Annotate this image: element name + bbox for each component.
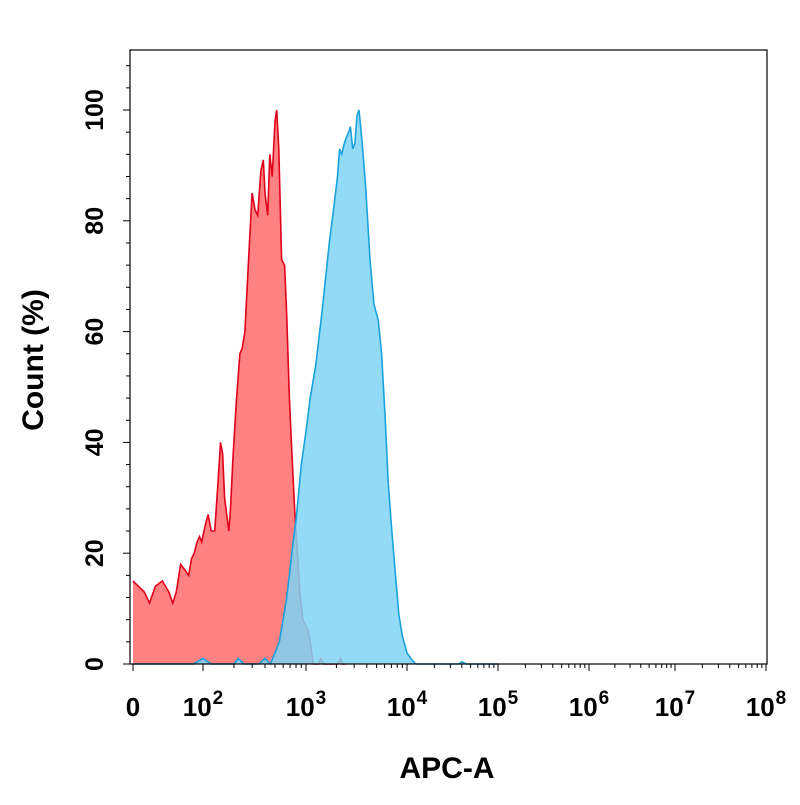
histogram-area-2 [133, 110, 498, 664]
x-tick-exponent: 6 [599, 688, 610, 709]
x-tick-exponent: 2 [213, 688, 224, 709]
x-tick-label: 105 [478, 688, 519, 722]
y-axis: 0 20 40 60 80 100 [81, 65, 130, 671]
x-tick-exponent: 5 [508, 688, 519, 709]
y-tick-label: 20 [81, 539, 109, 567]
x-tick-label: 106 [569, 688, 610, 722]
x-tick-base: 10 [183, 692, 212, 722]
x-tick-base: 10 [655, 692, 684, 722]
y-tick-label: 40 [81, 428, 109, 456]
plot-frame [129, 49, 768, 665]
y-tick-label: 60 [81, 318, 109, 346]
x-tick-exponent: 3 [316, 688, 327, 709]
x-axis: 0 102 103 104 105 106 107 108 [126, 664, 786, 722]
x-tick-base: 10 [387, 692, 416, 722]
x-tick-label: 104 [387, 688, 428, 722]
x-tick-base: 10 [478, 692, 507, 722]
x-tick-exponent: 8 [776, 688, 787, 709]
x-tick-label: 108 [746, 688, 787, 722]
x-tick-label: 103 [286, 688, 327, 722]
y-axis-title: Count (%) [17, 289, 50, 431]
series-layer [132, 109, 498, 666]
y-tick-label: 100 [81, 89, 109, 131]
x-tick-base: 0 [126, 692, 140, 722]
x-tick-label: 107 [655, 688, 696, 722]
x-tick-base: 10 [569, 692, 598, 722]
x-tick-exponent: 4 [417, 688, 428, 709]
x-tick-base: 10 [746, 692, 775, 722]
plot-border [129, 49, 768, 665]
y-tick-label: 0 [81, 657, 109, 671]
x-tick-base: 10 [286, 692, 315, 722]
x-tick-exponent: 7 [685, 688, 696, 709]
x-axis-title: APC-A [400, 752, 495, 785]
y-tick-label: 80 [81, 207, 109, 235]
x-tick-label: 0 [126, 692, 140, 722]
x-tick-label: 102 [183, 688, 224, 722]
histogram-outline-2 [133, 109, 498, 666]
histogram-area-1 [133, 110, 347, 664]
